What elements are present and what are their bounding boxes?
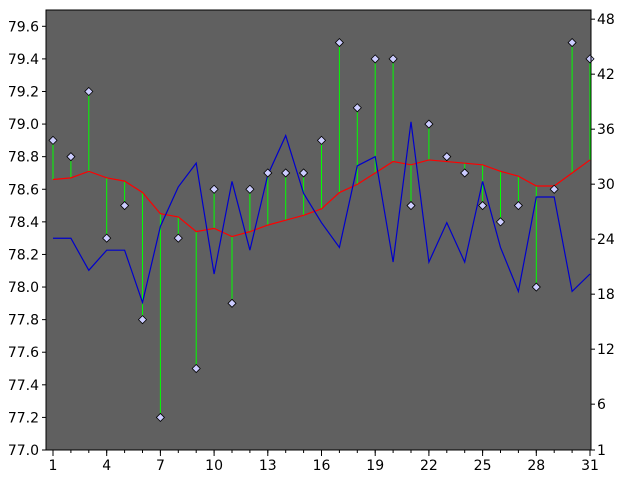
data-point-marker (84, 86, 94, 97)
x-tick-label: 28 (527, 458, 545, 474)
x-tick-label: 16 (313, 458, 331, 474)
data-point-marker (227, 298, 237, 308)
left-tick-label: 77.2 (8, 410, 39, 426)
x-tick-label: 22 (420, 458, 438, 474)
left-tick-label: 78.8 (8, 150, 39, 166)
right-tick-label: 1 (597, 443, 606, 459)
left-tick-label: 77.6 (8, 345, 39, 361)
data-point-marker (155, 412, 165, 422)
data-point-marker (173, 233, 183, 243)
data-point-marker (299, 168, 309, 178)
left-tick-label: 78.4 (8, 215, 39, 231)
right-tick-label: 30 (597, 177, 615, 193)
x-tick-label: 13 (259, 458, 277, 474)
x-tick-label: 7 (156, 458, 165, 474)
plot-background (46, 10, 591, 450)
x-axis: 1 4 7 10 13 16 19 22 25 28 31 (49, 450, 599, 474)
left-tick-label: 79.4 (8, 52, 39, 68)
left-tick-label: 79.2 (8, 84, 39, 100)
right-tick-label: 12 (597, 342, 615, 358)
right-tick-label: 18 (597, 287, 615, 303)
data-point-marker (316, 135, 327, 145)
data-point-marker (66, 152, 76, 162)
moving-average-series (52, 159, 591, 238)
data-point-marker (191, 363, 201, 374)
left-tick-label: 79.6 (8, 19, 39, 35)
data-point-marker (478, 200, 488, 211)
right-axis-series (53, 121, 591, 305)
left-tick-label: 79.0 (8, 117, 39, 133)
data-point-marker (495, 217, 506, 227)
data-point-marker (406, 200, 416, 211)
right-tick-label: 48 (597, 12, 615, 28)
x-tick-label: 25 (474, 458, 492, 474)
left-tick-label: 78.2 (8, 247, 39, 263)
x-tick-label: 4 (102, 458, 111, 474)
x-tick-label: 10 (205, 458, 223, 474)
data-point-marker (424, 119, 434, 129)
data-point-marker (334, 38, 344, 48)
marker-points (48, 38, 595, 422)
x-tick-label: 31 (581, 458, 599, 474)
data-point-marker (281, 168, 291, 178)
data-point-marker (549, 184, 559, 194)
data-point-marker (460, 168, 470, 178)
right-tick-label: 42 (597, 67, 615, 83)
data-point-marker (352, 103, 362, 113)
data-point-marker (263, 168, 273, 178)
left-tick-label: 78.0 (8, 280, 39, 296)
left-tick-label: 77.4 (8, 378, 39, 394)
plot-frame (45, 9, 592, 451)
moving-average-line (52, 159, 591, 238)
x-tick-label: 19 (366, 458, 384, 474)
left-tick-label: 77.8 (8, 313, 39, 329)
left-y-axis: 77.0 77.2 77.4 77.6 77.8 78.0 78.2 78.4 78.6 78.8… (8, 19, 46, 459)
x-tick-label: 1 (49, 458, 58, 474)
right-y-axis: 1 6 12 18 24 30 36 42 48 (591, 12, 615, 459)
data-point-marker (567, 38, 577, 48)
data-point-marker (388, 54, 398, 64)
data-point-marker (442, 152, 452, 162)
left-tick-label: 78.6 (8, 182, 39, 198)
data-point-marker (513, 200, 523, 211)
data-point-marker (370, 54, 380, 64)
data-point-marker (209, 184, 219, 194)
data-point-marker (585, 54, 595, 64)
right-axis-line (53, 121, 591, 305)
data-point-marker (531, 282, 541, 292)
right-tick-label: 36 (597, 122, 615, 138)
data-point-marker (48, 135, 58, 145)
data-point-marker (102, 233, 112, 243)
left-tick-label: 77.0 (8, 443, 39, 459)
data-point-marker (245, 184, 255, 194)
right-tick-label: 6 (597, 397, 606, 413)
data-point-marker (137, 315, 148, 325)
right-tick-label: 24 (597, 232, 615, 248)
data-point-marker (120, 200, 130, 211)
